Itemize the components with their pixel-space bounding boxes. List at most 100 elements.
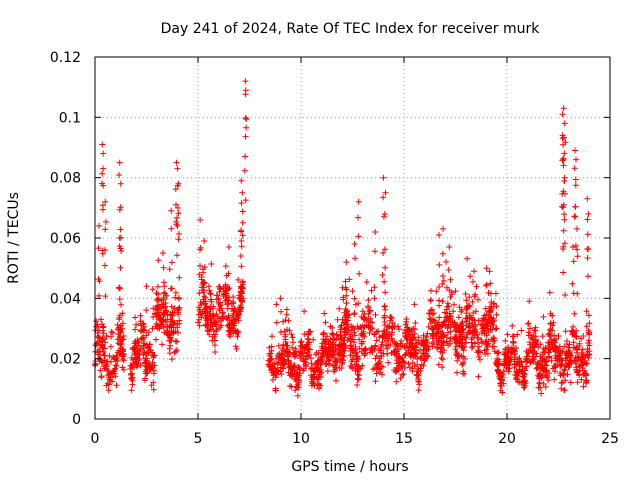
data-point xyxy=(562,328,569,335)
data-point xyxy=(410,344,417,351)
data-point xyxy=(572,242,579,249)
data-point xyxy=(150,305,157,312)
data-point xyxy=(529,356,536,363)
data-point xyxy=(585,210,592,217)
data-point xyxy=(542,384,549,390)
data-point xyxy=(113,352,120,359)
data-point xyxy=(94,333,101,339)
data-point xyxy=(104,380,111,387)
data-point xyxy=(239,232,246,239)
data-point xyxy=(238,238,245,244)
data-point xyxy=(409,368,416,374)
data-point xyxy=(154,325,161,332)
data-point xyxy=(343,259,350,266)
data-point xyxy=(197,216,204,223)
data-point xyxy=(440,273,446,279)
data-point xyxy=(561,240,568,247)
data-point xyxy=(116,316,123,323)
data-point xyxy=(321,339,328,345)
data-point xyxy=(161,283,168,290)
data-point xyxy=(238,297,245,304)
data-point xyxy=(117,264,124,271)
data-point xyxy=(219,310,226,317)
data-point xyxy=(485,329,492,336)
data-point xyxy=(488,315,495,322)
data-point xyxy=(299,343,306,349)
data-point xyxy=(562,190,568,197)
data-point xyxy=(310,368,317,375)
data-point xyxy=(217,324,224,331)
data-point xyxy=(354,323,361,330)
data-point xyxy=(235,276,242,283)
data-point xyxy=(447,340,453,347)
data-point xyxy=(557,358,563,364)
data-point xyxy=(173,159,180,166)
data-point xyxy=(176,274,183,281)
data-point xyxy=(510,338,517,345)
data-point xyxy=(380,174,387,181)
data-point xyxy=(100,150,107,157)
y-axis-label: ROTI / TECUs xyxy=(6,192,22,284)
data-point xyxy=(546,370,553,377)
data-point xyxy=(539,357,545,364)
data-point xyxy=(444,324,451,331)
data-point xyxy=(226,321,233,327)
data-point xyxy=(207,290,214,297)
data-point xyxy=(438,339,445,346)
data-point xyxy=(473,329,480,335)
data-point xyxy=(329,330,336,337)
tick-labels: 0 5 10 15 20 25 0 0.02 0.04 0.06 0.08 0.1 0.12 xyxy=(50,50,619,447)
data-point xyxy=(142,363,149,370)
data-point xyxy=(272,385,279,392)
data-point xyxy=(498,383,505,389)
data-point xyxy=(242,87,249,94)
data-point xyxy=(551,339,558,346)
data-point xyxy=(396,326,402,333)
data-point xyxy=(462,315,469,322)
data-point xyxy=(197,311,204,318)
data-point xyxy=(101,345,108,352)
data-point xyxy=(557,347,563,354)
data-point xyxy=(166,266,173,273)
data-point xyxy=(318,359,325,366)
x-tick-label: 5 xyxy=(194,431,203,447)
data-point xyxy=(282,317,289,324)
data-point xyxy=(365,310,372,317)
data-point xyxy=(206,305,213,312)
data-point xyxy=(172,338,179,345)
data-point xyxy=(98,374,105,381)
data-point xyxy=(160,319,167,326)
data-point xyxy=(314,382,321,389)
data-point xyxy=(164,312,171,318)
data-point xyxy=(279,355,286,362)
data-point xyxy=(372,229,379,235)
data-point xyxy=(472,326,479,333)
data-point xyxy=(537,385,544,391)
data-point xyxy=(564,338,570,345)
data-point xyxy=(218,314,225,321)
data-point xyxy=(548,336,555,343)
data-point xyxy=(232,327,239,334)
data-point xyxy=(372,378,379,385)
data-point xyxy=(454,357,461,364)
data-point xyxy=(208,298,215,305)
data-point xyxy=(96,222,103,229)
data-point xyxy=(386,331,392,338)
data-point xyxy=(354,375,361,382)
data-point xyxy=(331,349,338,355)
data-point xyxy=(513,375,520,381)
data-point xyxy=(365,297,372,304)
data-point xyxy=(399,371,406,378)
data-point xyxy=(585,245,592,252)
data-point xyxy=(351,241,358,247)
data-point xyxy=(471,332,478,339)
data-point xyxy=(464,331,471,337)
data-point xyxy=(487,307,494,314)
data-point xyxy=(118,301,124,308)
data-point xyxy=(525,320,532,327)
data-point xyxy=(212,331,219,338)
data-point xyxy=(400,371,407,377)
data-point xyxy=(116,235,123,241)
data-point xyxy=(393,378,400,385)
data-point xyxy=(347,342,354,349)
